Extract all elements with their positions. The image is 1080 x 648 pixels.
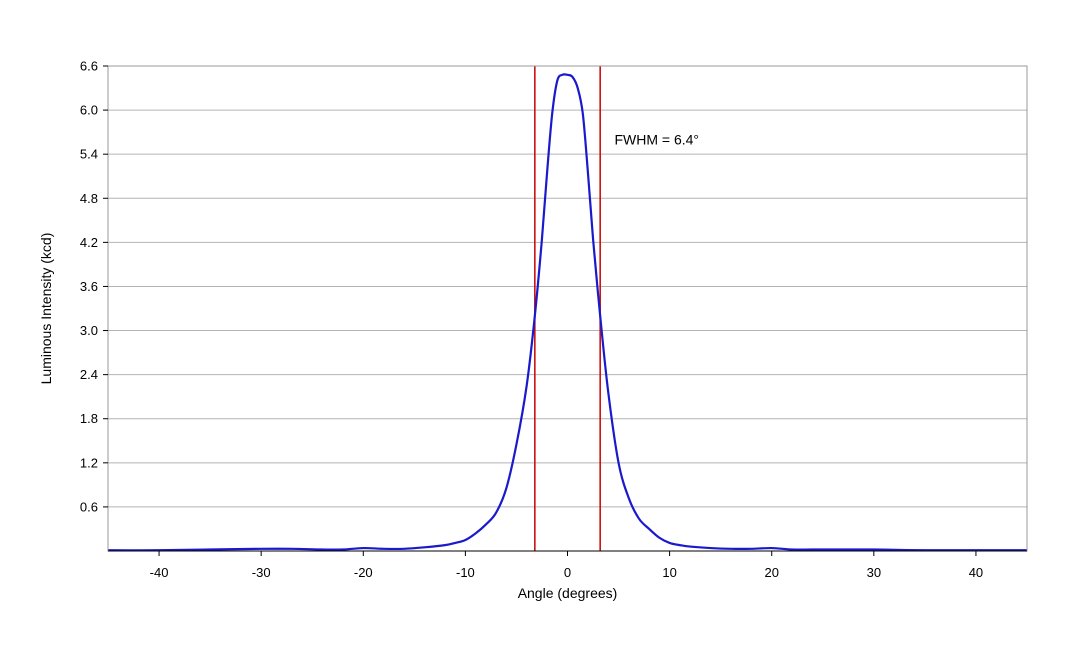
y-tick-label: 1.2 <box>80 455 98 470</box>
plot-frame <box>107 65 1028 552</box>
annotations: FWHM = 6.4° <box>614 131 699 147</box>
plot-area-border <box>107 65 1028 552</box>
y-tick-label: 3.0 <box>80 323 98 338</box>
fwhm-markers <box>534 66 601 551</box>
x-tick-label: 10 <box>662 565 676 580</box>
x-axis-title: Angle (degrees) <box>518 585 618 601</box>
x-tick-label: -40 <box>150 565 169 580</box>
x-tick-label: 30 <box>867 565 881 580</box>
x-tick-label: -30 <box>252 565 271 580</box>
y-axis-ticks: 0.6 1.2 1.8 2.4 3.0 3.6 4.2 4.8 5.4 6.0 6.6 <box>80 59 108 514</box>
y-tick-label: 4.2 <box>80 235 98 250</box>
y-tick-label: 6.6 <box>80 59 98 74</box>
y-tick-label: 2.4 <box>80 367 98 382</box>
x-tick-label: 0 <box>564 565 571 580</box>
series-line <box>107 73 1027 552</box>
y-tick-label: 1.8 <box>80 411 98 426</box>
y-tick-label: 6.0 <box>80 103 98 118</box>
y-tick-label: 0.6 <box>80 499 98 514</box>
series-layer <box>107 73 1027 552</box>
x-tick-label: -10 <box>456 565 475 580</box>
x-tick-label: -20 <box>354 565 373 580</box>
y-axis-title: Luminous Intensity (kcd) <box>38 233 54 385</box>
grid <box>108 65 1027 508</box>
x-tick-label: 20 <box>764 565 778 580</box>
y-tick-label: 4.8 <box>80 191 98 206</box>
x-tick-label: 40 <box>969 565 983 580</box>
x-axis-ticks: -40 -30 -20 -10 0 10 20 30 40 <box>150 551 983 580</box>
y-tick-label: 5.4 <box>80 147 98 162</box>
y-tick-label: 3.6 <box>80 279 98 294</box>
fwhm-annotation: FWHM = 6.4° <box>614 131 699 147</box>
